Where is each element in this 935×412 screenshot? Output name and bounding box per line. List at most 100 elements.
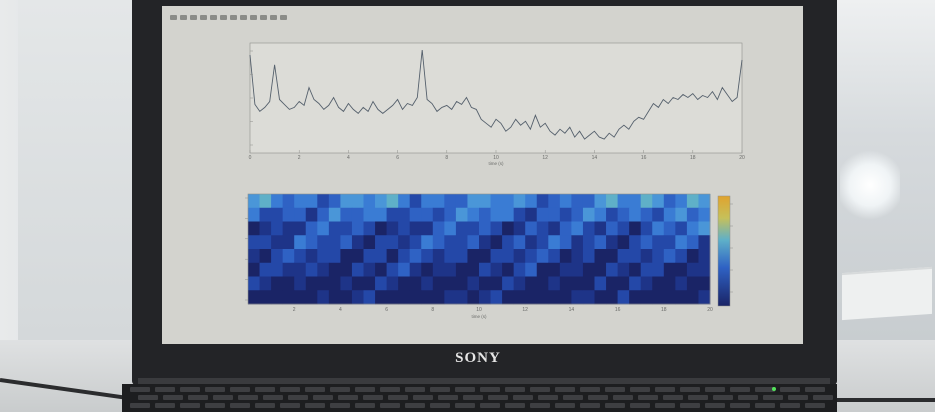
keyboard-key[interactable] — [313, 395, 333, 400]
keyboard-key[interactable] — [638, 395, 658, 400]
keyboard-key[interactable] — [580, 387, 600, 392]
keyboard-key[interactable] — [288, 395, 308, 400]
toolbar-button[interactable] — [170, 15, 177, 20]
keyboard-key[interactable] — [230, 403, 250, 408]
keyboard-key[interactable] — [580, 403, 600, 408]
keyboard-key[interactable] — [563, 395, 583, 400]
keyboard-key[interactable] — [305, 403, 325, 408]
keyboard-key[interactable] — [438, 395, 458, 400]
keyboard-key[interactable] — [430, 403, 450, 408]
keyboard-key[interactable] — [138, 395, 158, 400]
keyboard-key[interactable] — [355, 387, 375, 392]
keyboard-key[interactable] — [380, 387, 400, 392]
keyboard-key[interactable] — [555, 387, 575, 392]
keyboard-key[interactable] — [230, 387, 250, 392]
keyboard-key[interactable] — [155, 403, 175, 408]
keyboard-key[interactable] — [605, 387, 625, 392]
keyboard-key[interactable] — [605, 403, 625, 408]
keyboard-key[interactable] — [338, 395, 358, 400]
keyboard-key[interactable] — [130, 403, 150, 408]
keyboard-key[interactable] — [505, 403, 525, 408]
toolbar-button[interactable] — [180, 15, 187, 20]
keyboard-key[interactable] — [513, 395, 533, 400]
toolbar-button[interactable] — [280, 15, 287, 20]
keyboard-key[interactable] — [480, 387, 500, 392]
toolbar-button[interactable] — [260, 15, 267, 20]
keyboard-key[interactable] — [588, 395, 608, 400]
keyboard-key[interactable] — [380, 403, 400, 408]
keyboard-key[interactable] — [455, 387, 475, 392]
keyboard-key[interactable] — [413, 395, 433, 400]
keyboard-key[interactable] — [480, 403, 500, 408]
keyboard-key[interactable] — [680, 403, 700, 408]
keyboard-key[interactable] — [663, 395, 683, 400]
keyboard-key[interactable] — [730, 403, 750, 408]
keyboard-key[interactable] — [213, 395, 233, 400]
toolbar-button[interactable] — [190, 15, 197, 20]
keyboard-key[interactable] — [705, 403, 725, 408]
keyboard-key[interactable] — [655, 403, 675, 408]
toolbar-button[interactable] — [240, 15, 247, 20]
keyboard-key[interactable] — [355, 403, 375, 408]
keyboard-key[interactable] — [530, 387, 550, 392]
keyboard-key[interactable] — [538, 395, 558, 400]
keyboard-key[interactable] — [805, 403, 825, 408]
keyboard-key[interactable] — [205, 403, 225, 408]
keyboard-key[interactable] — [238, 395, 258, 400]
keyboard-key[interactable] — [755, 403, 775, 408]
keyboard-key[interactable] — [630, 403, 650, 408]
keyboard-key[interactable] — [630, 387, 650, 392]
keyboard-key[interactable] — [730, 387, 750, 392]
keyboard-key[interactable] — [280, 387, 300, 392]
keyboard-key[interactable] — [405, 403, 425, 408]
heatmap-cell — [652, 276, 665, 291]
keyboard-key[interactable] — [680, 387, 700, 392]
heatmap-cell — [571, 276, 584, 291]
keyboard-key[interactable] — [405, 387, 425, 392]
keyboard-key[interactable] — [188, 395, 208, 400]
toolbar-button[interactable] — [250, 15, 257, 20]
keyboard-key[interactable] — [788, 395, 808, 400]
toolbar-button[interactable] — [200, 15, 207, 20]
toolbar-button[interactable] — [220, 15, 227, 20]
keyboard-key[interactable] — [280, 403, 300, 408]
keyboard-key[interactable] — [780, 403, 800, 408]
keyboard-key[interactable] — [805, 387, 825, 392]
keyboard-key[interactable] — [655, 387, 675, 392]
keyboard-key[interactable] — [205, 387, 225, 392]
keyboard-key[interactable] — [388, 395, 408, 400]
keyboard-key[interactable] — [363, 395, 383, 400]
keyboard-key[interactable] — [705, 387, 725, 392]
keyboard-key[interactable] — [455, 403, 475, 408]
toolbar-button[interactable] — [270, 15, 277, 20]
heatmap-cell — [536, 249, 549, 264]
keyboard-key[interactable] — [155, 387, 175, 392]
toolbar-button[interactable] — [210, 15, 217, 20]
keyboard-key[interactable] — [780, 387, 800, 392]
keyboard-key[interactable] — [505, 387, 525, 392]
keyboard-key[interactable] — [255, 403, 275, 408]
keyboard-key[interactable] — [180, 387, 200, 392]
toolbar-button[interactable] — [230, 15, 237, 20]
heatmap-cell — [490, 221, 503, 236]
keyboard-key[interactable] — [263, 395, 283, 400]
keyboard-key[interactable] — [713, 395, 733, 400]
keyboard-key[interactable] — [180, 403, 200, 408]
keyboard-key[interactable] — [305, 387, 325, 392]
keyboard-key[interactable] — [255, 387, 275, 392]
keyboard-key[interactable] — [688, 395, 708, 400]
keyboard-key[interactable] — [755, 387, 775, 392]
keyboard-key[interactable] — [488, 395, 508, 400]
keyboard-key[interactable] — [163, 395, 183, 400]
keyboard-key[interactable] — [555, 403, 575, 408]
keyboard-key[interactable] — [813, 395, 833, 400]
keyboard-key[interactable] — [613, 395, 633, 400]
keyboard-key[interactable] — [463, 395, 483, 400]
keyboard-key[interactable] — [763, 395, 783, 400]
keyboard-key[interactable] — [530, 403, 550, 408]
keyboard-key[interactable] — [330, 403, 350, 408]
keyboard-key[interactable] — [738, 395, 758, 400]
keyboard-key[interactable] — [130, 387, 150, 392]
keyboard-key[interactable] — [430, 387, 450, 392]
keyboard-key[interactable] — [330, 387, 350, 392]
